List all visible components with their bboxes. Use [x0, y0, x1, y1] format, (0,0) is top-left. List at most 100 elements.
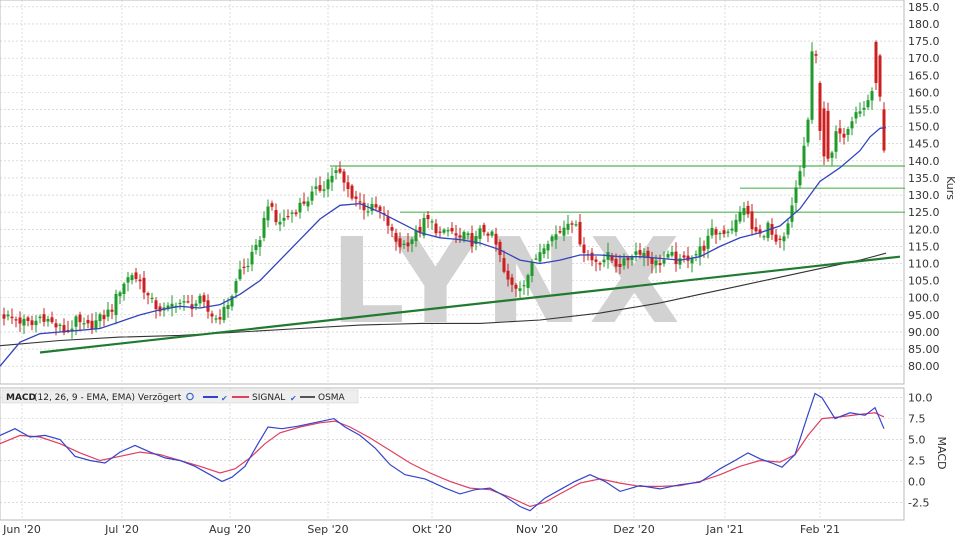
candle-down: [354, 196, 358, 199]
candle-up: [790, 205, 794, 222]
candle-down: [822, 108, 826, 157]
candle-down: [138, 279, 142, 282]
candle-up: [630, 256, 634, 261]
candle-down: [674, 251, 678, 265]
candle-up: [298, 202, 302, 213]
candle-down: [210, 313, 214, 317]
candle-down: [682, 255, 686, 258]
candle-down: [514, 284, 518, 289]
candle-down: [878, 55, 882, 97]
candle-down: [86, 319, 90, 324]
candle-down: [418, 226, 422, 233]
candle-down: [750, 211, 754, 230]
candle-up: [150, 297, 154, 300]
candle-down: [458, 235, 462, 238]
candle-up: [94, 320, 98, 329]
candle-down: [658, 263, 662, 266]
candle-down: [882, 109, 886, 151]
price-tick-label: 165.0: [908, 69, 940, 82]
candle-down: [506, 270, 510, 280]
candle-up: [238, 269, 242, 280]
candle-down: [626, 257, 630, 261]
candle-up: [738, 212, 742, 222]
price-tick-label: 100.0: [908, 292, 940, 305]
candle-down: [498, 241, 502, 255]
candle-up: [762, 236, 766, 238]
candle-up: [234, 281, 238, 293]
candle-down: [270, 203, 274, 207]
candle-up: [546, 243, 550, 251]
candle-down: [190, 304, 194, 310]
macd-tick-label: 0.0: [908, 475, 926, 488]
price-tick-label: 85.00: [908, 343, 940, 356]
candle-down: [374, 204, 378, 208]
price-tick-label: 90.00: [908, 326, 940, 339]
price-tick-label: 175.0: [908, 35, 940, 48]
candle-up: [782, 236, 786, 242]
signal-checkmark-icon[interactable]: ✔: [290, 394, 297, 403]
candle-up: [254, 244, 258, 251]
trendline: [39, 255, 901, 354]
candle-up: [666, 254, 670, 258]
candle-down: [294, 212, 298, 215]
price-tick-label: 80.00: [908, 360, 940, 373]
candle-up: [710, 227, 714, 236]
candle-down: [646, 250, 650, 259]
candle-down: [758, 229, 762, 234]
candle-down: [598, 263, 602, 265]
candle-down: [406, 242, 410, 247]
candle-up: [694, 254, 698, 256]
candle-up: [194, 303, 198, 307]
macd-lines: [0, 392, 885, 512]
moving-average-short-line: [0, 126, 887, 367]
candle-up: [278, 221, 282, 225]
price-tick-label: 185.0: [908, 1, 940, 14]
candle-down: [702, 245, 706, 251]
price-tick-label: 120.0: [908, 223, 940, 236]
candle-up: [866, 100, 870, 108]
price-tick-label: 160.0: [908, 86, 940, 99]
candle-down: [746, 205, 750, 215]
candle-up: [474, 236, 478, 245]
time-tick-label: Jul '20: [104, 523, 139, 536]
candle-down: [42, 314, 46, 322]
price-tick-label: 140.0: [908, 155, 940, 168]
candle-down: [638, 249, 642, 255]
settings-icon[interactable]: [186, 392, 194, 401]
moving-average-short: [0, 126, 887, 367]
price-axis-title: Kurs: [944, 176, 957, 200]
candle-up: [678, 258, 682, 265]
candle-up: [718, 232, 722, 235]
price-tick-label: 150.0: [908, 121, 940, 134]
macd-tick-label: -2.5: [908, 496, 929, 509]
candle-down: [618, 263, 622, 268]
trendline-line: [39, 255, 901, 354]
candle-down: [838, 128, 842, 134]
candle-down: [66, 329, 70, 332]
macd-checkmark-icon[interactable]: ✔: [221, 394, 228, 403]
macd-axis-title: MACD: [935, 437, 948, 470]
candle-down: [390, 227, 394, 231]
candle-up: [562, 227, 566, 236]
candle-up: [126, 277, 130, 283]
candle-down: [14, 319, 18, 321]
candle-up: [726, 231, 730, 233]
price-tick-label: 170.0: [908, 52, 940, 65]
price-tick-label: 105.0: [908, 275, 940, 288]
macd-legend-label: MACD: [6, 393, 36, 403]
price-tick-label: 135.0: [908, 172, 940, 185]
candle-up: [402, 243, 406, 245]
candle-up: [46, 318, 50, 322]
candle-up: [306, 201, 310, 207]
price-tick-label: 115.0: [908, 240, 940, 253]
candle-down: [814, 54, 818, 56]
candle-up: [662, 259, 666, 264]
candle-up: [490, 231, 494, 236]
candle-down: [510, 277, 514, 285]
macd-panel: [0, 387, 905, 521]
candle-up: [106, 309, 110, 317]
time-tick-label: Jan '21: [705, 523, 743, 536]
candle-up: [466, 233, 470, 236]
candle-down: [102, 314, 106, 320]
candle-down: [438, 231, 442, 233]
